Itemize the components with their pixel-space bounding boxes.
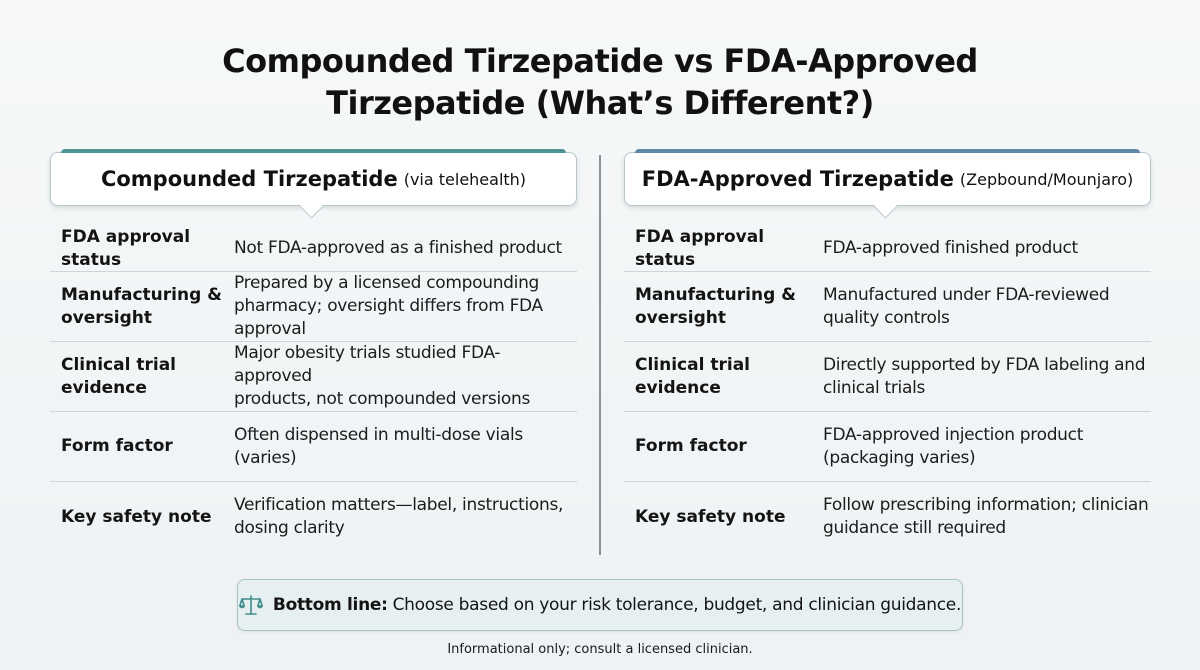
row-label: Clinical trial evidence — [635, 354, 750, 398]
header-pointer — [873, 194, 898, 219]
table-row: FDA approval status FDA-approved finishe… — [624, 226, 1151, 272]
row-label: Manufacturing & oversight — [61, 284, 222, 328]
row-value: FDA-approved finished product — [823, 238, 1078, 258]
fda-approved-header: FDA-Approved Tirzepatide (Zepbound/Mounj… — [624, 149, 1151, 219]
table-row: Clinical trial evidence Directly support… — [624, 342, 1151, 412]
row-label: FDA approval status — [635, 226, 765, 270]
row-value: Directly supported by FDA labeling and c… — [823, 354, 1146, 398]
table-row: Key safety note Follow prescribing infor… — [624, 482, 1151, 552]
row-label: Key safety note — [635, 506, 786, 527]
fda-approved-header-subtitle: (Zepbound/Mounjaro) — [959, 169, 1134, 189]
table-row: Clinical trial evidence Major obesity tr… — [50, 342, 577, 412]
disclaimer-footnote: Informational only; consult a licensed c… — [447, 642, 753, 657]
bottom-line-callout: Bottom line: Choose based on your risk to… — [237, 579, 963, 631]
table-row: Manufacturing & oversight Manufactured u… — [624, 272, 1151, 342]
column-divider — [599, 155, 601, 555]
table-row: Form factor Often dispensed in multi-dos… — [50, 412, 577, 482]
row-label: Key safety note — [61, 506, 212, 527]
bottom-line-label: Bottom line: — [272, 595, 388, 615]
table-row: Form factor FDA-approved injection produ… — [624, 412, 1151, 482]
header-pointer — [299, 194, 324, 219]
title-line-2: Tirzepatide (What’s Different?) — [326, 84, 874, 122]
row-value: Often dispensed in multi-dose vials (var… — [234, 424, 523, 468]
fda-approved-header-title: FDA-Approved Tirzepatide — [641, 167, 954, 191]
row-label: Clinical trial evidence — [61, 354, 176, 398]
compounded-header-title: Compounded Tirzepatide — [100, 167, 398, 191]
row-value: Prepared by a licensed compounding pharm… — [234, 273, 543, 339]
row-label: FDA approval status — [61, 226, 191, 270]
row-label: Form factor — [61, 436, 173, 456]
row-label: Manufacturing & oversight — [635, 284, 796, 328]
compounded-header-subtitle: (via telehealth) — [403, 169, 527, 189]
compounded-comparison-table: FDA approval status Not FDA-approved as … — [50, 226, 577, 552]
row-value: Not FDA-approved as a finished product — [234, 238, 562, 258]
compounded-header: Compounded Tirzepatide (via telehealth) — [50, 149, 577, 219]
fda-approved-comparison-table: FDA approval status FDA-approved finishe… — [624, 226, 1151, 552]
bottom-line-text: Bottom line: Choose based on your risk to… — [273, 595, 961, 615]
scale-icon — [238, 595, 263, 615]
page-title: Compounded Tirzepatide vs FDA-Approved T… — [0, 40, 1200, 124]
bottom-line-message: Choose based on your risk tolerance, bud… — [392, 595, 962, 615]
row-value: Manufactured under FDA-reviewed quality … — [823, 284, 1110, 328]
row-value: FDA-approved injection product (packagin… — [823, 424, 1084, 468]
table-row: FDA approval status Not FDA-approved as … — [50, 226, 577, 272]
table-row: Key safety note Verification matters—lab… — [50, 482, 577, 552]
title-line-1: Compounded Tirzepatide vs FDA-Approved — [222, 42, 978, 80]
row-value: Verification matters—label, instructions… — [234, 495, 564, 538]
row-value: Follow prescribing information; clinicia… — [823, 495, 1149, 538]
table-row: Manufacturing & oversight Prepared by a … — [50, 272, 577, 342]
row-value: Major obesity trials studied FDA-approve… — [234, 343, 531, 409]
row-label: Form factor — [635, 436, 747, 456]
